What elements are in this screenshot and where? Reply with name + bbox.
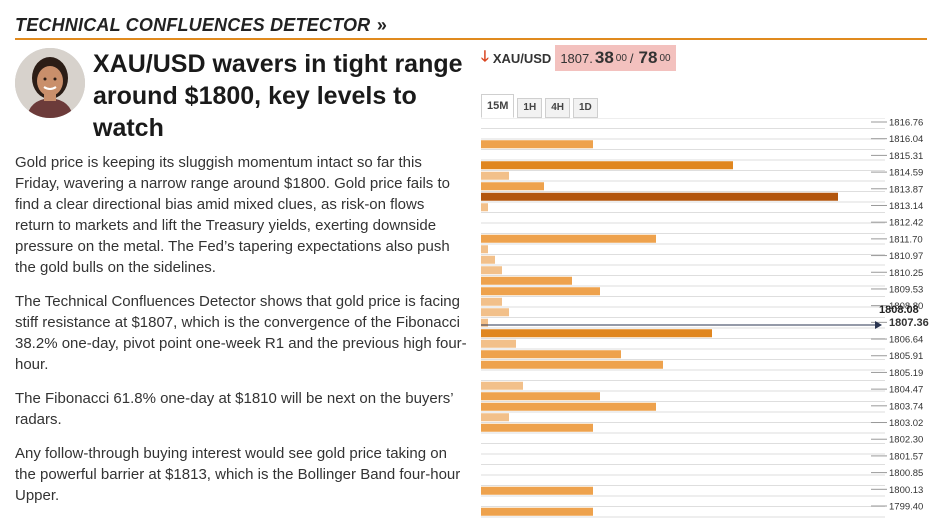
confluence-bar — [481, 140, 593, 149]
level-label: 1812.42 — [889, 218, 923, 229]
level-label: 1800.13 — [889, 485, 923, 496]
level-label: 1810.97 — [889, 251, 923, 262]
level-label: 1803.02 — [889, 418, 923, 429]
article-paragraph: The Fibonacci 61.8% one-day at $1810 wil… — [15, 390, 454, 428]
confluence-bar — [481, 192, 838, 201]
level-label: 1808.80 — [889, 301, 923, 312]
confluence-bar — [481, 350, 621, 359]
level-label: 1813.87 — [889, 184, 923, 195]
tab-1h[interactable]: 1H — [517, 98, 543, 118]
level-label: 1804.47 — [889, 385, 923, 396]
price-ticker[interactable]: 🡓 XAU/USD 1807. 38 00 / 78 00 — [481, 45, 676, 71]
confluence-bar — [481, 287, 600, 296]
tab-15m[interactable]: 15M — [481, 94, 515, 118]
chevron-right-icon[interactable]: » — [376, 15, 387, 35]
article-paragraph: The Technical Confluences Detector shows… — [15, 293, 467, 373]
article-paragraph: Gold price is keeping its sluggish momen… — [15, 154, 450, 276]
confluence-bar — [481, 413, 509, 422]
article-headline[interactable]: XAU/USD wavers in tight range around $18… — [93, 50, 463, 142]
confluence-bar — [481, 266, 502, 275]
level-label: 1803.74 — [889, 401, 923, 412]
tab-1d[interactable]: 1D — [573, 98, 598, 118]
section-header: TECHNICAL CONFLUENCES DETECTOR » — [15, 12, 927, 40]
level-label: 1815.31 — [889, 151, 923, 162]
confluence-bar — [481, 203, 488, 212]
level-label: 1814.59 — [889, 168, 923, 179]
ask-sup: 00 — [659, 52, 671, 64]
level-label: 1802.30 — [889, 435, 923, 446]
confluence-bar — [481, 308, 509, 317]
confluence-bar — [481, 255, 495, 264]
confluence-bar — [481, 392, 600, 401]
confluence-bar — [481, 402, 656, 411]
article-paragraph: Any follow-through buying interest would… — [15, 445, 461, 504]
level-label: 1801.57 — [889, 451, 923, 462]
confluence-bar — [481, 297, 502, 306]
ask-big: 78 — [638, 48, 658, 67]
confluence-bar — [481, 276, 572, 285]
confluence-bar — [481, 360, 663, 369]
confluence-bar — [481, 234, 656, 243]
price-pointer-icon — [875, 321, 882, 329]
confluence-bar — [481, 161, 733, 170]
confluence-bar — [481, 171, 509, 180]
confluence-bar — [481, 339, 516, 348]
level-label: 1816.76 — [889, 118, 923, 129]
level-label: 1800.85 — [889, 468, 923, 479]
bid-prefix: 1807. — [560, 50, 593, 66]
confluence-bar — [481, 245, 488, 254]
price-down-arrow-icon: 🡓 — [481, 47, 489, 65]
confluence-bar — [481, 486, 593, 495]
section-title[interactable]: TECHNICAL CONFLUENCES DETECTOR — [15, 15, 371, 35]
price-quote: 1807. 38 00 / 78 00 — [555, 45, 676, 71]
confluence-bar — [481, 318, 488, 327]
level-label: 1809.53 — [889, 284, 923, 295]
level-label: 1805.19 — [889, 368, 923, 379]
level-label: 1799.40 — [889, 502, 923, 513]
current-price-label: 1808.08 — [879, 304, 919, 316]
level-label: 1810.25 — [889, 268, 923, 279]
confluence-chart-svg: 1816.76 1816.04 1815.31 1814.59 1813.87 1813.… — [481, 117, 929, 518]
avatar-image — [15, 48, 85, 118]
confluence-bar — [481, 423, 593, 432]
price-separator: / — [629, 50, 634, 66]
author-avatar[interactable] — [15, 48, 85, 118]
tab-4h[interactable]: 4H — [545, 98, 570, 118]
bid-big: 38 — [594, 48, 614, 67]
level-label: 1805.91 — [889, 351, 923, 362]
confluence-chart: 1816.76 1816.04 1815.31 1814.59 1813.87 1813.… — [481, 117, 931, 522]
bid-sup: 00 — [615, 52, 627, 64]
article-body: Gold price is keeping its sluggish momen… — [15, 152, 467, 519]
timeframe-tabs: 15M 1H 4H 1D — [481, 92, 885, 118]
level-label: 1807.36 — [889, 317, 929, 329]
confluence-bar — [481, 381, 523, 390]
confluence-bar — [481, 329, 712, 338]
confluence-bar — [481, 182, 544, 191]
confluence-bar — [481, 507, 593, 516]
ticker-symbol[interactable]: XAU/USD — [492, 50, 552, 66]
level-label: 1816.04 — [889, 134, 923, 145]
level-label: 1806.64 — [889, 335, 923, 346]
level-label: 1813.14 — [889, 201, 923, 212]
level-label: 1811.70 — [889, 234, 923, 245]
